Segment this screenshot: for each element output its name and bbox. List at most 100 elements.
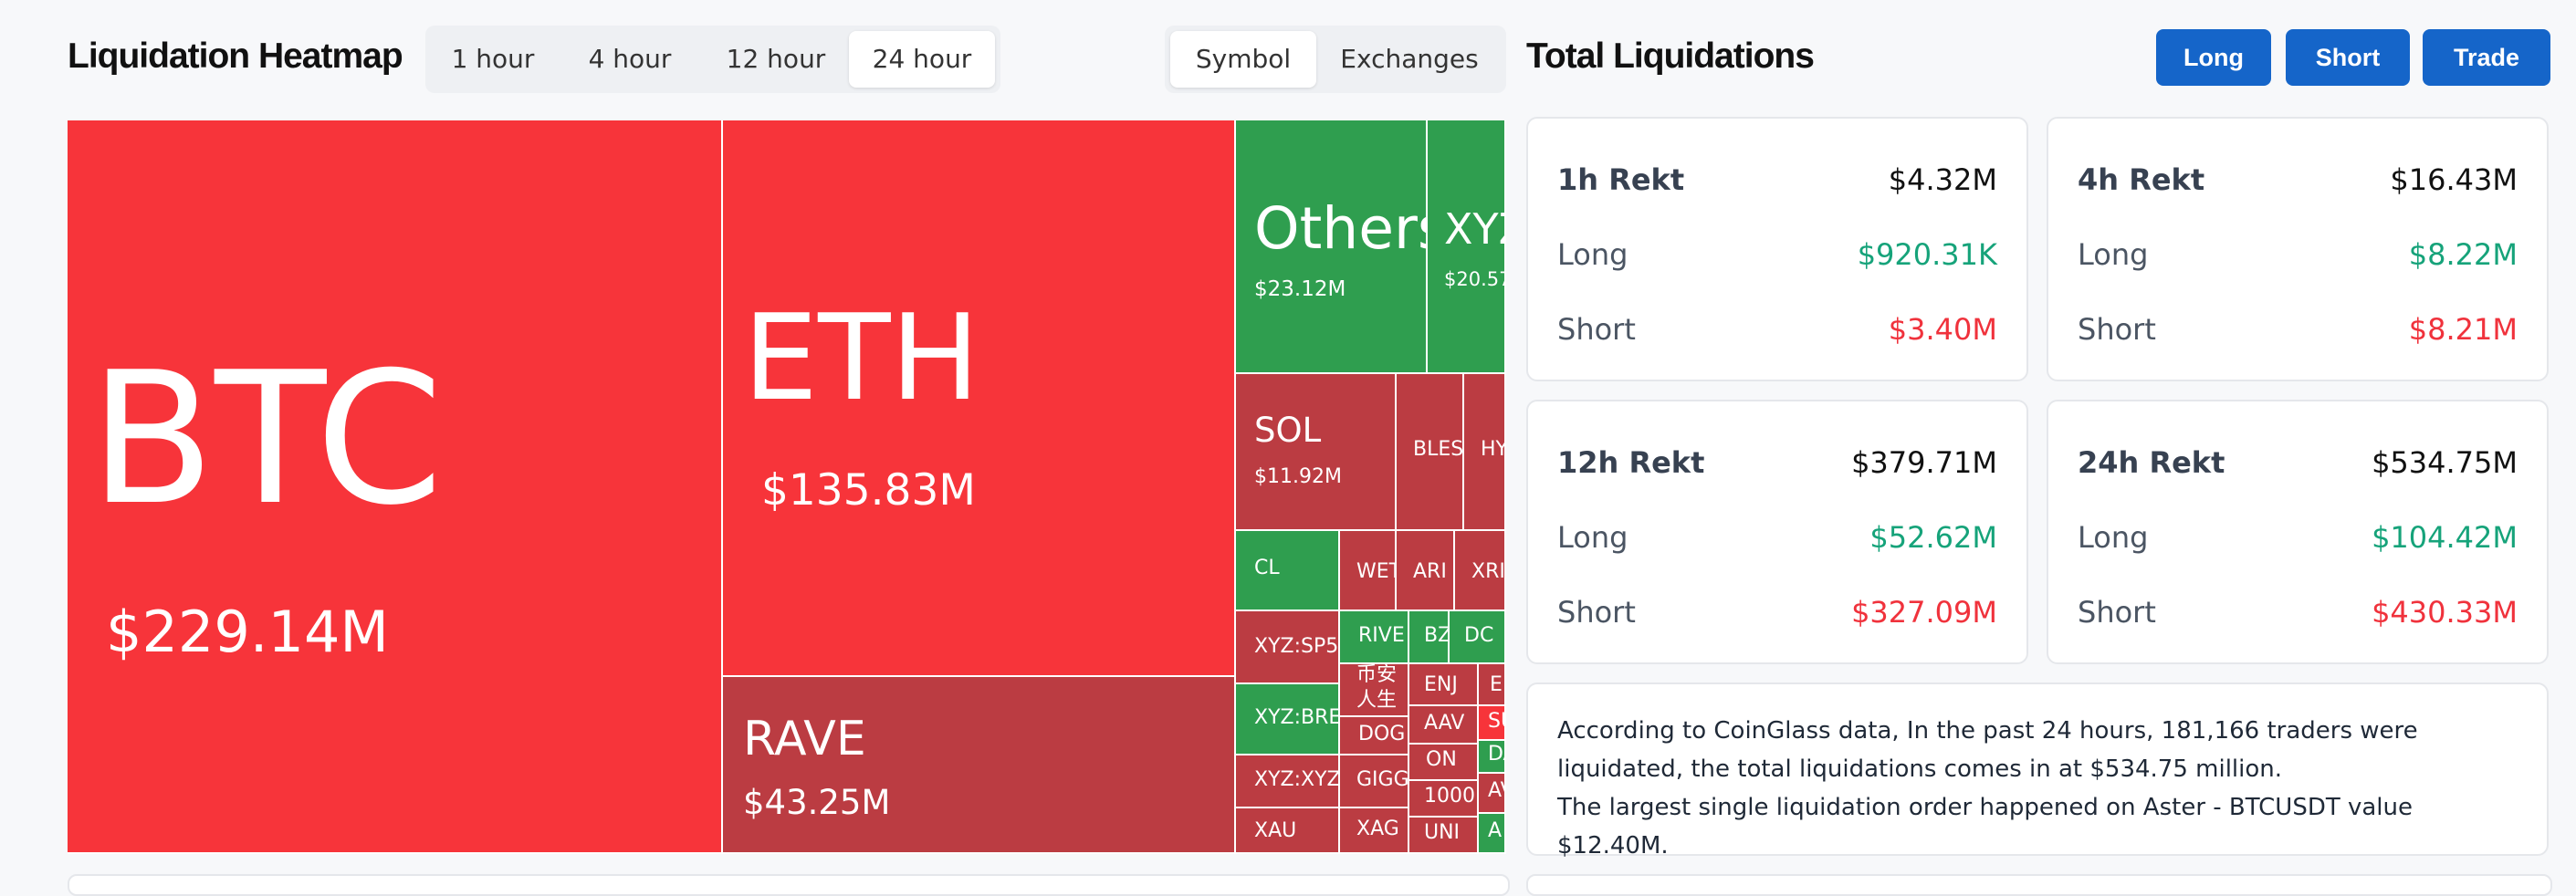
cell-symbol: DOG [1358, 723, 1406, 745]
cell-symbol: XYZ:BRE [1254, 706, 1340, 729]
treemap-cell-cl[interactable]: CL [1236, 531, 1340, 611]
treemap-cell-xyz-sp5[interactable]: XYZ:SP5 [1236, 611, 1340, 684]
treemap-cell-a[interactable]: A [1479, 814, 1506, 854]
treemap-cell-xau[interactable]: XAU [1236, 808, 1340, 854]
treemap-cell-xyz-xyz[interactable]: XYZ:XYZ [1236, 755, 1340, 808]
rekt-card-1h: 1h Rekt $4.32M Long $920.31K Short $3.40… [1526, 117, 2028, 381]
cell-symbol: RAVE [743, 712, 866, 766]
summary-line-1: According to CoinGlass data, In the past… [1557, 717, 2418, 783]
treemap-cell-xag[interactable]: XAG [1340, 808, 1409, 854]
tab-12-hour[interactable]: 12 hour [726, 44, 826, 74]
cell-value: $135.83M [761, 465, 976, 516]
treemap-cell-btc[interactable]: BTC $229.14M [68, 120, 723, 854]
long-value: $104.42M [2372, 520, 2518, 555]
cell-symbol: Others [1254, 195, 1426, 262]
cell-symbol: XAG [1356, 818, 1399, 840]
cell-symbol: AAV [1424, 712, 1465, 735]
card-total: $4.32M [1888, 162, 1997, 197]
tab-exchanges[interactable]: Exchanges [1340, 44, 1479, 74]
cell-symbol: DC [1464, 624, 1494, 647]
cell-symbol: DA [1488, 743, 1504, 766]
tab-symbol[interactable]: Symbol [1170, 31, 1316, 88]
treemap-cell-hy[interactable]: HY [1464, 374, 1506, 531]
treemap-cell-dc[interactable]: DC [1450, 611, 1506, 664]
cell-value: $11.92M [1254, 465, 1342, 488]
treemap-cell-sol[interactable]: SOL $11.92M [1236, 374, 1397, 531]
short-label: Short [2078, 312, 2156, 347]
cell-symbol: XYZ [1444, 204, 1504, 254]
treemap-cell-aav[interactable]: AAV [1409, 706, 1479, 745]
short-value: $3.40M [1888, 312, 1997, 347]
cell-symbol: ENJ [1424, 673, 1458, 696]
treemap-cell-bz[interactable]: BZ [1409, 611, 1450, 664]
trade-button[interactable]: Trade [2423, 29, 2550, 86]
tab-1-hour[interactable]: 1 hour [451, 44, 535, 74]
cell-symbol: UNI [1424, 821, 1461, 844]
treemap-cell-eth[interactable]: ETH $135.83M [723, 120, 1236, 677]
cell-symbol: ARI [1413, 560, 1447, 583]
cell-symbol: 币安人生 [1356, 664, 1398, 712]
tab-4-hour[interactable]: 4 hour [588, 44, 672, 74]
card-total: $379.71M [1851, 445, 1997, 480]
treemap-cell-xyz[interactable]: XYZ $20.57 [1428, 120, 1506, 374]
treemap-cell-av[interactable]: AV [1479, 774, 1506, 814]
card-total: $16.43M [2390, 162, 2518, 197]
cell-symbol: SOL [1254, 411, 1322, 450]
tab-24-hour[interactable]: 24 hour [849, 31, 995, 88]
rekt-card-24h: 24h Rekt $534.75M Long $104.42M Short $4… [2047, 400, 2549, 664]
long-value: $920.31K [1857, 237, 1997, 272]
treemap-cell-enj[interactable]: ENJ [1409, 664, 1479, 706]
time-range-tabs: 1 hour 4 hour 12 hour 24 hour [425, 26, 1000, 93]
cell-symbol: XAU [1254, 819, 1297, 842]
cell-symbol: ETH [743, 288, 980, 427]
long-value: $8.22M [2408, 237, 2518, 272]
next-right-card [1526, 874, 2552, 896]
treemap-cell-1000[interactable]: 1000 [1409, 781, 1479, 818]
liquidation-summary-card: According to CoinGlass data, In the past… [1526, 682, 2549, 860]
cell-symbol: CL [1254, 557, 1280, 579]
short-label: Short [1557, 312, 1636, 347]
treemap-cell-binance-life[interactable]: 币安人生 [1340, 664, 1409, 717]
view-tabs: Symbol Exchanges [1165, 26, 1506, 93]
cell-symbol: WET [1356, 560, 1395, 583]
cell-symbol: XYZ:XYZ [1254, 768, 1340, 791]
treemap-cell-su[interactable]: SU [1479, 706, 1506, 741]
cell-value: $20.57 [1444, 268, 1506, 290]
cell-symbol: AV [1488, 779, 1504, 802]
treemap-cell-gigg[interactable]: GIGG [1340, 755, 1409, 808]
treemap-cell-on[interactable]: ON [1409, 745, 1479, 781]
treemap-cell-e[interactable]: E [1479, 664, 1506, 706]
treemap-cell-xyz-bre[interactable]: XYZ:BRE [1236, 684, 1340, 755]
cell-symbol: BTC [89, 333, 444, 546]
long-label: Long [1557, 520, 1628, 555]
treemap-cell-xri[interactable]: XRI [1455, 531, 1506, 611]
treemap-cell-dog[interactable]: DOG [1340, 717, 1409, 755]
long-label: Long [2078, 520, 2149, 555]
cell-symbol: XYZ:SP5 [1254, 635, 1339, 658]
next-section-card [68, 874, 1510, 896]
cell-symbol: RIVE [1358, 624, 1405, 647]
heatmap-title: Liquidation Heatmap [68, 36, 403, 76]
card-label: 4h Rekt [2078, 162, 2205, 197]
short-button[interactable]: Short [2286, 29, 2410, 86]
cell-symbol: XRI [1471, 560, 1505, 583]
summary-text: According to CoinGlass data, In the past… [1557, 712, 2519, 865]
treemap-cell-da[interactable]: DA [1479, 741, 1506, 774]
treemap-cell-rive[interactable]: RIVE [1340, 611, 1409, 664]
short-label: Short [1557, 595, 1636, 630]
cell-value: $23.12M [1254, 277, 1346, 301]
treemap-cell-wet[interactable]: WET [1340, 531, 1397, 611]
long-label: Long [1557, 237, 1628, 272]
treemap-cell-ari[interactable]: ARI [1397, 531, 1455, 611]
treemap-cell-rave[interactable]: RAVE $43.25M [723, 677, 1236, 854]
treemap-cell-uni[interactable]: UNI [1409, 818, 1479, 854]
treemap-cell-bles[interactable]: BLES [1397, 374, 1464, 531]
short-value: $327.09M [1851, 595, 1997, 630]
short-value: $8.21M [2408, 312, 2518, 347]
cell-symbol: BZ [1424, 624, 1450, 647]
card-label: 1h Rekt [1557, 162, 1685, 197]
treemap-cell-others[interactable]: Others $23.12M [1236, 120, 1428, 374]
cell-symbol: A [1488, 819, 1503, 842]
long-value: $52.62M [1869, 520, 1997, 555]
long-button[interactable]: Long [2156, 29, 2271, 86]
